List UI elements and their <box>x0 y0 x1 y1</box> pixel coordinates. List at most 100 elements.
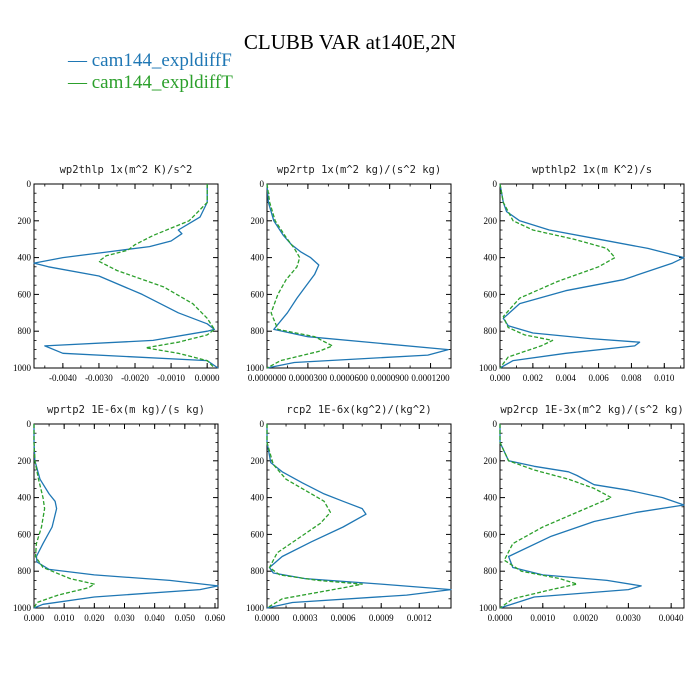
x-tick-label: 0.0006 <box>331 613 356 623</box>
y-tick-label: 1000 <box>13 603 32 613</box>
series-line-expldiffF <box>33 184 219 369</box>
panel-title: wprtp2 1E-6x(m kg)/(s kg) <box>47 404 205 416</box>
panel-title: wp2thlp 1x(m^2 K)/s^2 <box>60 164 193 176</box>
y-tick-label: 800 <box>484 566 498 576</box>
y-tick-label: 400 <box>18 493 32 503</box>
x-tick-label: 0.0001200 <box>411 373 450 383</box>
series-line-expldiffT <box>33 424 95 609</box>
panel-title: wp2rtp 1x(m^2 kg)/(s^2 kg) <box>277 164 441 176</box>
x-tick-label: 0.050 <box>175 613 196 623</box>
y-tick-label: 400 <box>484 493 498 503</box>
series-line-expldiffT <box>266 183 334 369</box>
y-tick-label: 800 <box>251 566 265 576</box>
x-tick-label: 0.004 <box>556 373 577 383</box>
series-line-expldiffT <box>98 184 216 369</box>
x-tick-label: 0.000 <box>490 373 511 383</box>
series-line-expldiffF <box>266 183 449 369</box>
x-tick-label: 0.0000 <box>255 613 280 623</box>
y-tick-label: 1000 <box>13 363 32 373</box>
y-tick-label: 600 <box>484 529 498 539</box>
x-tick-label: 0.006 <box>588 373 609 383</box>
x-tick-label: 0.020 <box>84 613 105 623</box>
x-tick-label: -0.0010 <box>157 373 185 383</box>
y-tick-label: 600 <box>18 289 32 299</box>
y-tick-label: 600 <box>484 289 498 299</box>
y-tick-label: 400 <box>484 253 498 263</box>
plot-frame <box>499 183 685 369</box>
legend: — cam144_expldiffF — cam144_expldiffT <box>68 50 233 94</box>
y-tick-label: 400 <box>18 253 32 263</box>
x-tick-label: 0.0040 <box>659 613 684 623</box>
x-tick-label: 0.0000600 <box>330 373 369 383</box>
legend-dash: — <box>68 72 92 93</box>
x-tick-label: 0.000 <box>24 613 45 623</box>
y-tick-label: 600 <box>251 529 265 539</box>
series-line-expldiffT <box>266 424 363 609</box>
figure-title: CLUBB VAR at140E,2N <box>243 30 457 54</box>
x-tick-label: 0.0009 <box>369 613 394 623</box>
series-line-expldiffF <box>499 424 685 609</box>
plot-frame <box>33 423 219 609</box>
y-tick-label: 200 <box>251 216 265 226</box>
y-tick-label: 800 <box>18 326 32 336</box>
y-tick-label: 200 <box>484 216 498 226</box>
x-tick-label: 0.0000000 <box>248 373 287 383</box>
y-tick-label: 200 <box>251 456 265 466</box>
y-tick-label: 200 <box>18 216 32 226</box>
y-tick-label: 0 <box>27 179 32 189</box>
x-tick-label: 0.0012 <box>407 613 432 623</box>
y-tick-label: 400 <box>251 253 265 263</box>
y-tick-label: 0 <box>27 419 32 429</box>
x-tick-label: -0.0030 <box>85 373 113 383</box>
legend-entry-expldiffF: — cam144_expldiffF <box>68 50 233 72</box>
y-tick-label: 0 <box>260 419 265 429</box>
y-tick-label: 800 <box>484 326 498 336</box>
y-tick-label: 600 <box>251 289 265 299</box>
y-tick-label: 800 <box>18 566 32 576</box>
x-tick-label: -0.0020 <box>121 373 149 383</box>
panel-title: rcp2 1E-6x(kg^2)/(kg^2) <box>286 404 431 416</box>
legend-dash: — <box>68 50 92 71</box>
series-line-expldiffT <box>499 424 612 609</box>
plot-frame <box>266 423 452 609</box>
panel-title: wpthlp2 1x(m K^2)/s <box>532 164 652 176</box>
legend-entry-expldiffT: — cam144_expldiffT <box>68 72 233 94</box>
x-tick-label: 0.0000 <box>488 613 513 623</box>
series-line-expldiffF <box>499 183 685 369</box>
y-tick-label: 0 <box>493 419 498 429</box>
y-tick-label: 1000 <box>479 363 498 373</box>
y-tick-label: 800 <box>251 326 265 336</box>
x-tick-label: 0.0000 <box>195 373 220 383</box>
x-tick-label: -0.0040 <box>49 373 77 383</box>
x-tick-label: 0.002 <box>523 373 543 383</box>
x-tick-label: 0.008 <box>621 373 642 383</box>
x-tick-label: 0.0010 <box>530 613 555 623</box>
x-tick-label: 0.060 <box>205 613 226 623</box>
y-tick-label: 200 <box>484 456 498 466</box>
plot-frame <box>266 183 452 369</box>
series-line-expldiffT <box>499 183 616 369</box>
legend-label: cam144_expldiffF <box>91 50 232 71</box>
plot-frame <box>33 183 219 369</box>
legend-label: cam144_expldiffT <box>91 72 233 93</box>
y-tick-label: 1000 <box>479 603 498 613</box>
x-tick-label: 0.0003 <box>293 613 318 623</box>
y-tick-label: 1000 <box>246 363 265 373</box>
x-tick-label: 0.0020 <box>573 613 598 623</box>
y-tick-label: 0 <box>260 179 265 189</box>
y-tick-label: 400 <box>251 493 265 503</box>
x-tick-label: 0.010 <box>654 373 675 383</box>
x-tick-label: 0.0000300 <box>289 373 328 383</box>
plot-frame <box>499 423 685 609</box>
x-tick-label: 0.040 <box>145 613 166 623</box>
y-tick-label: 600 <box>18 529 32 539</box>
y-tick-label: 1000 <box>246 603 265 613</box>
y-tick-label: 0 <box>493 179 498 189</box>
series-line-expldiffF <box>266 424 452 609</box>
series-line-expldiffF <box>33 424 219 609</box>
x-tick-label: 0.0000900 <box>371 373 410 383</box>
x-tick-label: 0.030 <box>114 613 135 623</box>
panel-title: wp2rcp 1E-3x(m^2 kg)/(s^2 kg) <box>500 404 683 416</box>
x-tick-label: 0.0030 <box>616 613 641 623</box>
